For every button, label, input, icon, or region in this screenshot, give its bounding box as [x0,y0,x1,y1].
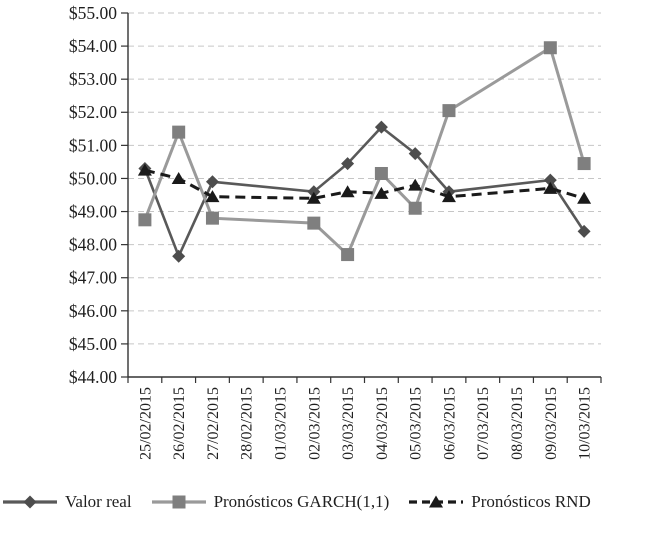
series-garch [138,41,591,262]
x-tick-label: 02/03/2015 [306,387,323,460]
y-tick-label: $54.00 [69,36,117,56]
data-point-rnd [171,171,186,184]
y-tick-label: $50.00 [69,168,117,188]
x-tick-label: 07/03/2015 [475,387,492,460]
y-tick-label: $44.00 [69,367,117,387]
y-tick-label: $53.00 [69,69,117,89]
series-line-garch [143,45,586,258]
legend-swatch-rnd [408,493,464,511]
line-chart: $55.00 $54.00 $53.00 $52.00 $51.00 $50.00 $49.… [69,3,602,460]
y-tick-label: $48.00 [69,235,117,255]
x-tick-label: 25/02/2015 [137,387,154,460]
y-axis-labels: $55.00 $54.00 $53.00 $52.00 $51.00 $50.00 $49.… [69,3,117,387]
data-point-garch [577,157,591,171]
x-tick-label: 28/02/2015 [239,387,256,460]
y-tick-label: $51.00 [69,135,117,155]
y-tick-label: $49.00 [69,201,117,221]
data-point-rnd [408,178,423,191]
x-tick-label: 05/03/2015 [408,387,425,460]
triangle-marker-icon [409,495,464,508]
x-tick-label: 03/03/2015 [340,387,357,460]
data-point-rnd [340,185,355,198]
legend-marker-rnd [429,495,444,508]
legend-label-rnd: Pronósticos RND [471,492,591,511]
data-point-rnd [205,190,220,203]
y-tick-label: $55.00 [69,3,117,23]
x-tick-label: 04/03/2015 [374,387,391,460]
legend-swatch-garch [151,493,207,511]
x-tick-label: 26/02/2015 [171,387,188,460]
legend-label-valor-real: Valor real [65,492,132,511]
legend-item-garch: Pronósticos GARCH(1,1) [151,492,390,512]
x-tick-label: 27/02/2015 [205,387,222,460]
data-point-garch [307,216,321,230]
data-point-garch [138,213,152,227]
legend-swatch-valor-real [2,493,58,511]
data-point-garch [341,248,355,262]
x-tick-label: 09/03/2015 [543,387,560,460]
y-tick-label: $47.00 [69,268,117,288]
legend-marker-garch [172,495,186,509]
data-point-rnd [137,163,152,176]
x-axis-labels: 25/02/2015 26/02/2015 27/02/2015 28/02/2015… [137,387,593,460]
legend-label-garch: Pronósticos GARCH(1,1) [213,492,390,511]
data-point-garch [374,166,388,180]
data-point-valor-real [543,173,557,187]
y-tick-label: $52.00 [69,102,117,122]
data-point-rnd [543,181,558,194]
x-tick-label: 01/03/2015 [272,387,289,460]
series-rnd [137,163,592,204]
data-point-garch [172,125,186,139]
legend-item-rnd: Pronósticos RND [408,492,591,512]
series-line-rnd [144,168,585,200]
legend-item-valor-real: Valor real [2,492,132,512]
data-point-garch [543,41,557,55]
gridlines [128,12,601,345]
x-tick-label: 08/03/2015 [509,387,526,460]
x-axis-ticks [127,377,602,383]
y-axis-ticks [121,12,128,378]
y-tick-label: $45.00 [69,334,117,354]
series-line-valor-real [143,125,586,260]
data-point-rnd [374,186,389,199]
x-tick-label: 10/03/2015 [577,387,594,460]
chart-legend: Valor real Pronósticos GARCH(1,1) Pronós… [0,492,668,512]
data-point-garch [442,104,456,118]
square-marker-icon [151,495,206,509]
series-valor-real [138,120,591,263]
data-point-valor-real [577,224,591,238]
legend-marker-valor-real [23,495,37,509]
data-point-valor-real [307,185,321,199]
data-point-valor-real [172,249,186,263]
data-point-garch [205,211,219,225]
data-point-rnd [441,190,456,203]
data-point-valor-real [205,175,219,189]
y-tick-label: $46.00 [69,301,117,321]
data-point-rnd [577,191,592,204]
x-tick-label: 06/03/2015 [441,387,458,460]
diamond-marker-icon [3,495,57,509]
data-point-garch [408,201,422,215]
data-point-valor-real [408,147,422,161]
data-point-valor-real [341,157,355,171]
data-point-valor-real [374,120,388,134]
data-point-rnd [306,191,321,204]
